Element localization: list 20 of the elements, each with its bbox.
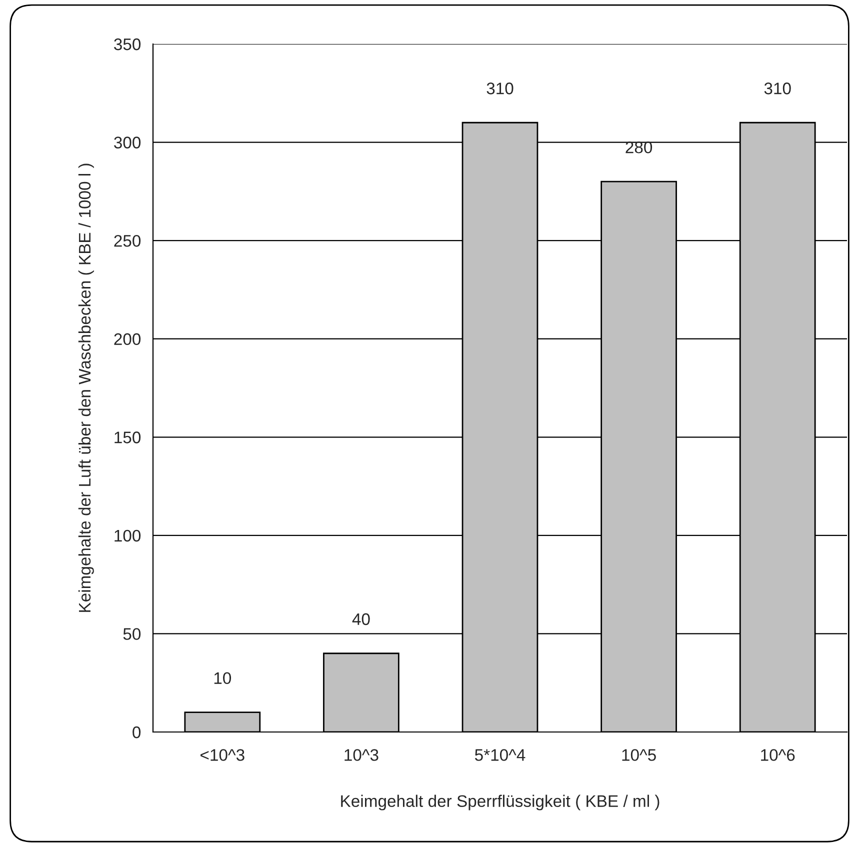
data-label: 280 xyxy=(626,142,652,154)
y-tick-label: 200 xyxy=(114,333,141,346)
x-tick-label: 10^3 xyxy=(344,749,378,761)
y-tick-label: 0 xyxy=(132,726,141,738)
y-tick-label: 50 xyxy=(123,628,141,640)
x-tick-label: 10^5 xyxy=(622,749,656,761)
data-label: 310 xyxy=(764,82,791,94)
x-axis-title: Keimgehalt der Sperrflüssigkeit ( KBE / ml ) xyxy=(341,794,660,810)
y-tick-label: 300 xyxy=(114,136,141,148)
data-label: 10 xyxy=(214,672,232,684)
x-tick-label: 5*10^4 xyxy=(474,749,526,761)
y-axis-title: Keimgehalte der Luft über den Waschbecken ( KBE / 1000 l ) xyxy=(78,164,94,612)
x-tick-label: <10^3 xyxy=(200,749,244,761)
data-label: 310 xyxy=(486,82,514,94)
data-label: 40 xyxy=(352,613,370,626)
y-tick-label: 150 xyxy=(114,432,141,444)
y-tick-label: 350 xyxy=(114,38,141,50)
y-tick-label: 250 xyxy=(114,234,141,247)
y-tick-label: 100 xyxy=(114,530,141,542)
x-tick-label: 10^6 xyxy=(761,749,795,761)
